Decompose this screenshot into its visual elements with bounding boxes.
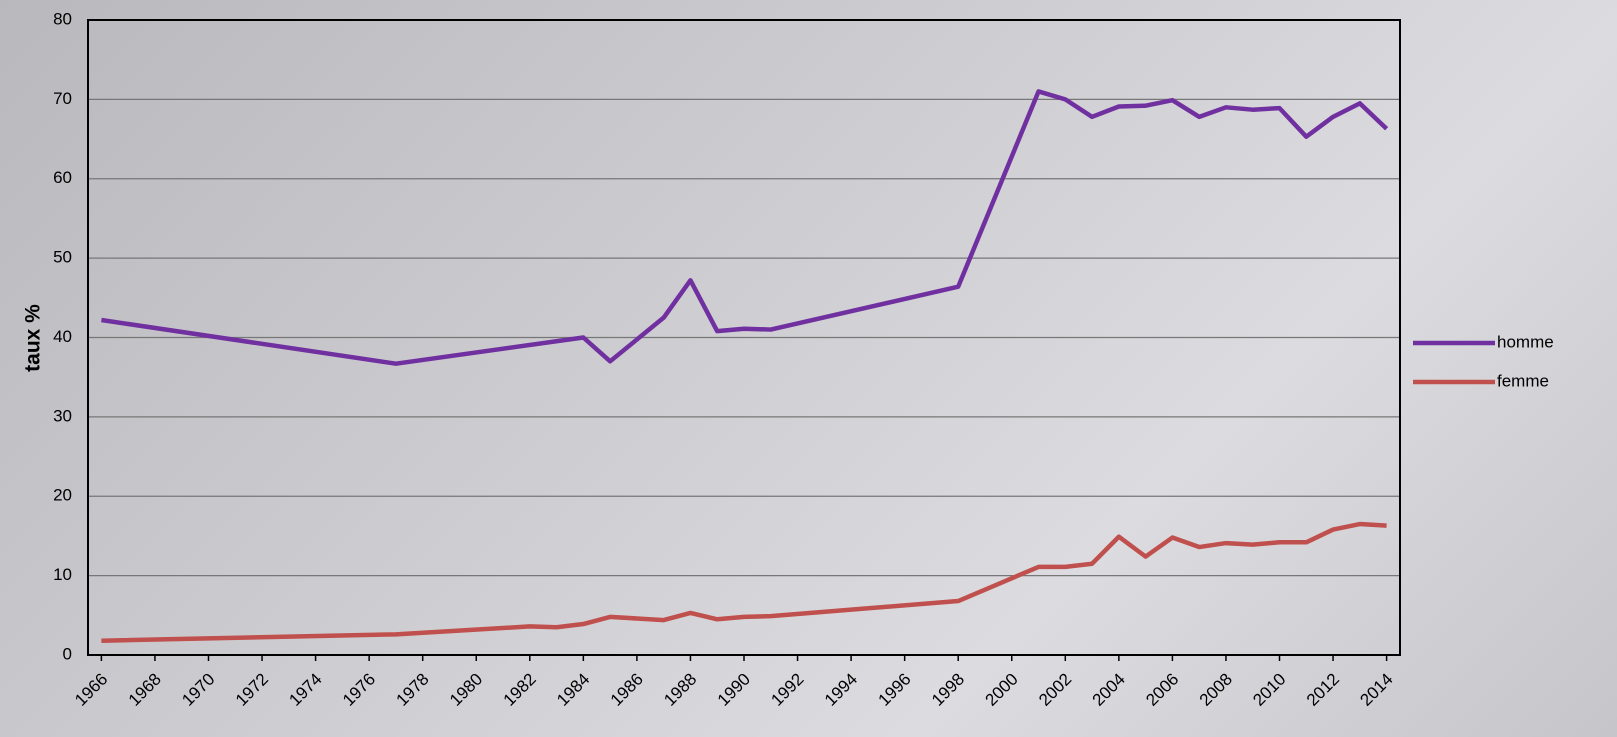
y-tick-label: 40 <box>53 327 72 346</box>
x-tick-label: 1996 <box>874 670 914 710</box>
y-tick-label: 0 <box>63 644 72 663</box>
x-tick-label: 1980 <box>446 670 486 710</box>
y-tick-label: 60 <box>53 168 72 187</box>
x-tick-label: 1966 <box>71 670 111 710</box>
x-tick-label: 1978 <box>393 670 433 710</box>
x-tick-label: 2010 <box>1249 670 1289 710</box>
x-tick-label: 2004 <box>1089 670 1129 710</box>
y-tick-label: 80 <box>53 9 72 28</box>
x-tick-label: 1976 <box>339 670 379 710</box>
y-tick-label: 70 <box>53 89 72 108</box>
x-tick-label: 1968 <box>125 670 165 710</box>
y-tick-label: 50 <box>53 248 72 267</box>
x-tick-label: 2008 <box>1196 670 1236 710</box>
x-tick-label: 2006 <box>1142 670 1182 710</box>
x-tick-label: 1992 <box>767 670 807 710</box>
x-tick-label: 1982 <box>500 670 540 710</box>
plot-frame <box>87 19 1401 656</box>
series-line <box>101 89 1389 366</box>
x-tick-label: 2012 <box>1303 670 1343 710</box>
x-tick-label: 1972 <box>232 670 272 710</box>
x-tick-label: 1998 <box>928 670 968 710</box>
x-tick-label: 2002 <box>1035 670 1075 710</box>
x-tick-label: 1986 <box>607 670 647 710</box>
y-tick-label: 30 <box>53 406 72 425</box>
y-tick-label: 20 <box>53 486 72 505</box>
series-line <box>101 521 1387 643</box>
x-tick-label: 1988 <box>660 670 700 710</box>
x-tick-label: 1994 <box>821 670 861 710</box>
x-tick-label: 1970 <box>178 670 218 710</box>
x-tick-label: 2000 <box>982 670 1022 710</box>
x-tick-label: 1984 <box>553 670 593 710</box>
y-tick-label: 10 <box>53 565 72 584</box>
legend-label: homme <box>1497 332 1554 351</box>
y-axis-label: taux % <box>22 304 45 372</box>
x-tick-label: 1990 <box>714 670 754 710</box>
x-tick-label: 1974 <box>285 670 325 710</box>
x-tick-label: 2014 <box>1356 670 1396 710</box>
legend-label: femme <box>1497 371 1549 390</box>
